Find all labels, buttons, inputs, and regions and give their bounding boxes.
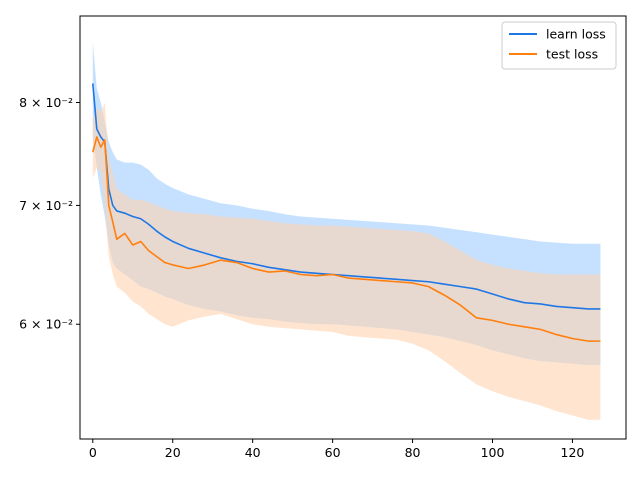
- test-loss-band: [92, 102, 601, 420]
- learn-loss-line: [91, 83, 601, 310]
- legend: learn loss test loss: [501, 21, 617, 70]
- x-tick-label: 100: [481, 445, 505, 460]
- y-tick-label: 8 × 10⁻²: [19, 95, 73, 110]
- y-tick-label: 6 × 10⁻²: [19, 317, 73, 332]
- plot-frame: [79, 15, 627, 440]
- test-loss-line: [92, 136, 601, 342]
- series-lines: [91, 83, 601, 342]
- x-tick-label: 40: [245, 445, 261, 460]
- x-tick-label: 0: [89, 445, 97, 460]
- y-axis: 6 × 10⁻² 7 × 10⁻² 8 × 10⁻²: [19, 95, 80, 332]
- legend-label-learn-loss: learn loss: [546, 27, 606, 42]
- x-tick-label: 80: [405, 445, 421, 460]
- x-tick-label: 20: [165, 445, 181, 460]
- legend-label-test-loss: test loss: [546, 47, 598, 62]
- x-tick-label: 60: [325, 445, 341, 460]
- confidence-bands: [92, 42, 601, 420]
- y-tick-label: 7 × 10⁻²: [19, 198, 73, 213]
- x-axis: 0 20 40 60 80 100 120: [89, 439, 585, 460]
- x-tick-label: 120: [561, 445, 585, 460]
